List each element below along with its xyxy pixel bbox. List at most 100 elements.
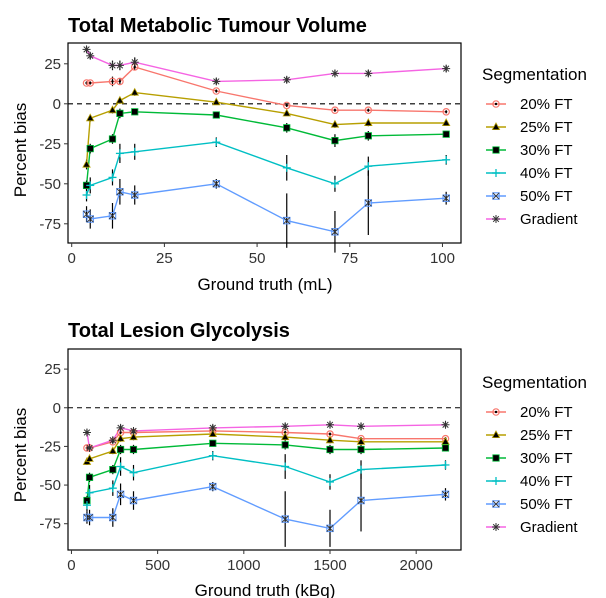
marker-triangle (282, 108, 292, 117)
marker-square (281, 515, 289, 523)
data-point (442, 155, 451, 164)
legend-item-label: 25% FT (520, 427, 573, 444)
marker-ring (492, 100, 500, 108)
marker-triangle (491, 122, 501, 131)
data-point (330, 119, 340, 128)
x-axis-label: Ground truth (kBq) (195, 581, 336, 598)
data-point (82, 45, 91, 54)
legend: 20% FT 25% FT 30% FT 40% FT 50% FT Gradient (486, 404, 578, 536)
marker-square (331, 136, 339, 145)
data-point (357, 465, 366, 474)
marker-dot (119, 431, 122, 434)
data-point (116, 423, 125, 432)
data-point (86, 79, 95, 87)
marker-square (357, 496, 365, 505)
data-point (85, 443, 94, 452)
marker-asterisk-arm (109, 62, 116, 69)
plot-area: 25 0 -25 -50 -75 0 500 1000 1500 2000 (39, 348, 462, 574)
data-point (129, 432, 138, 441)
data-point (85, 453, 94, 462)
legend-key-marker (491, 122, 501, 131)
plot-border (67, 42, 462, 244)
legend-key-marker (492, 215, 500, 223)
y-tick-label: -25 (39, 136, 61, 153)
marker-ring (331, 106, 339, 115)
marker-square (441, 490, 450, 499)
marker-cross (331, 228, 339, 236)
data-point (130, 58, 139, 67)
legend-item-label: 30% FT (520, 450, 573, 467)
data-point (212, 138, 221, 147)
marker-square (442, 130, 450, 138)
data-point (357, 445, 365, 454)
legend-key-marker (492, 523, 500, 531)
marker-square (212, 180, 221, 188)
data-point (364, 118, 373, 126)
marker-cross (442, 194, 450, 202)
marker-asterisk-arm (365, 70, 372, 77)
legend-key-marker (492, 192, 500, 200)
data-point (357, 422, 366, 431)
data-point (331, 136, 339, 145)
x-tick-label: 1000 (227, 557, 260, 574)
data-point (129, 468, 138, 477)
data-point (86, 215, 94, 223)
data-point (108, 173, 117, 182)
marker-triangle (356, 436, 366, 445)
data-point (108, 484, 117, 493)
marker-asterisk-arm (442, 421, 449, 428)
data-point (129, 445, 138, 454)
legend-item-label: 20% FT (520, 404, 573, 421)
marker-dot (118, 80, 122, 83)
data-point (212, 77, 221, 86)
marker-square (86, 215, 94, 223)
marker-triangle (85, 113, 95, 122)
marker-dot (367, 109, 370, 112)
data-point (130, 87, 140, 96)
data-point (116, 433, 125, 442)
y-tick-label: 0 (53, 400, 61, 417)
marker-triangle (115, 95, 125, 104)
data-point (357, 496, 365, 505)
marker-square (131, 108, 139, 116)
marker-cross (86, 215, 94, 223)
series-line (87, 485, 446, 530)
data-point (86, 144, 94, 153)
legend-item-label: 40% FT (520, 165, 573, 182)
data-point (442, 194, 450, 202)
marker-square (357, 445, 365, 454)
marker-triangle (82, 159, 91, 168)
data-point (130, 191, 139, 199)
marker-asterisk-arm (283, 76, 290, 83)
marker-asterisk-arm (282, 423, 289, 430)
marker-ring (364, 106, 373, 115)
data-point (364, 69, 373, 78)
x-tick-label: 50 (249, 250, 266, 267)
marker-asterisk-arm (326, 421, 334, 428)
data-point (82, 501, 91, 510)
marker-dot (285, 104, 288, 107)
y-axis-label: Percent bias (11, 103, 30, 198)
data-point (441, 460, 450, 469)
marker-square (108, 212, 117, 220)
x-tick-label: 0 (67, 557, 75, 574)
x-axis-label: Ground truth (mL) (197, 275, 332, 294)
data-point (356, 436, 366, 445)
data-point (282, 216, 291, 225)
data-point (82, 191, 91, 199)
legend-key-marker (492, 454, 500, 462)
legend-title: Segmentation (482, 373, 587, 392)
marker-ring (108, 77, 117, 86)
data-point (116, 109, 124, 117)
marker-asterisk-arm (213, 78, 220, 85)
marker-asterisk-arm (492, 215, 500, 223)
marker-dot (215, 89, 218, 93)
legend-key-marker (492, 408, 500, 416)
marker-square (364, 199, 373, 207)
marker-cross (86, 514, 94, 522)
y-tick-label: 0 (53, 96, 61, 113)
data-point (85, 113, 95, 122)
marker-asterisk-arm (117, 424, 124, 432)
marker-triangle (85, 453, 94, 462)
data-point (116, 490, 125, 499)
